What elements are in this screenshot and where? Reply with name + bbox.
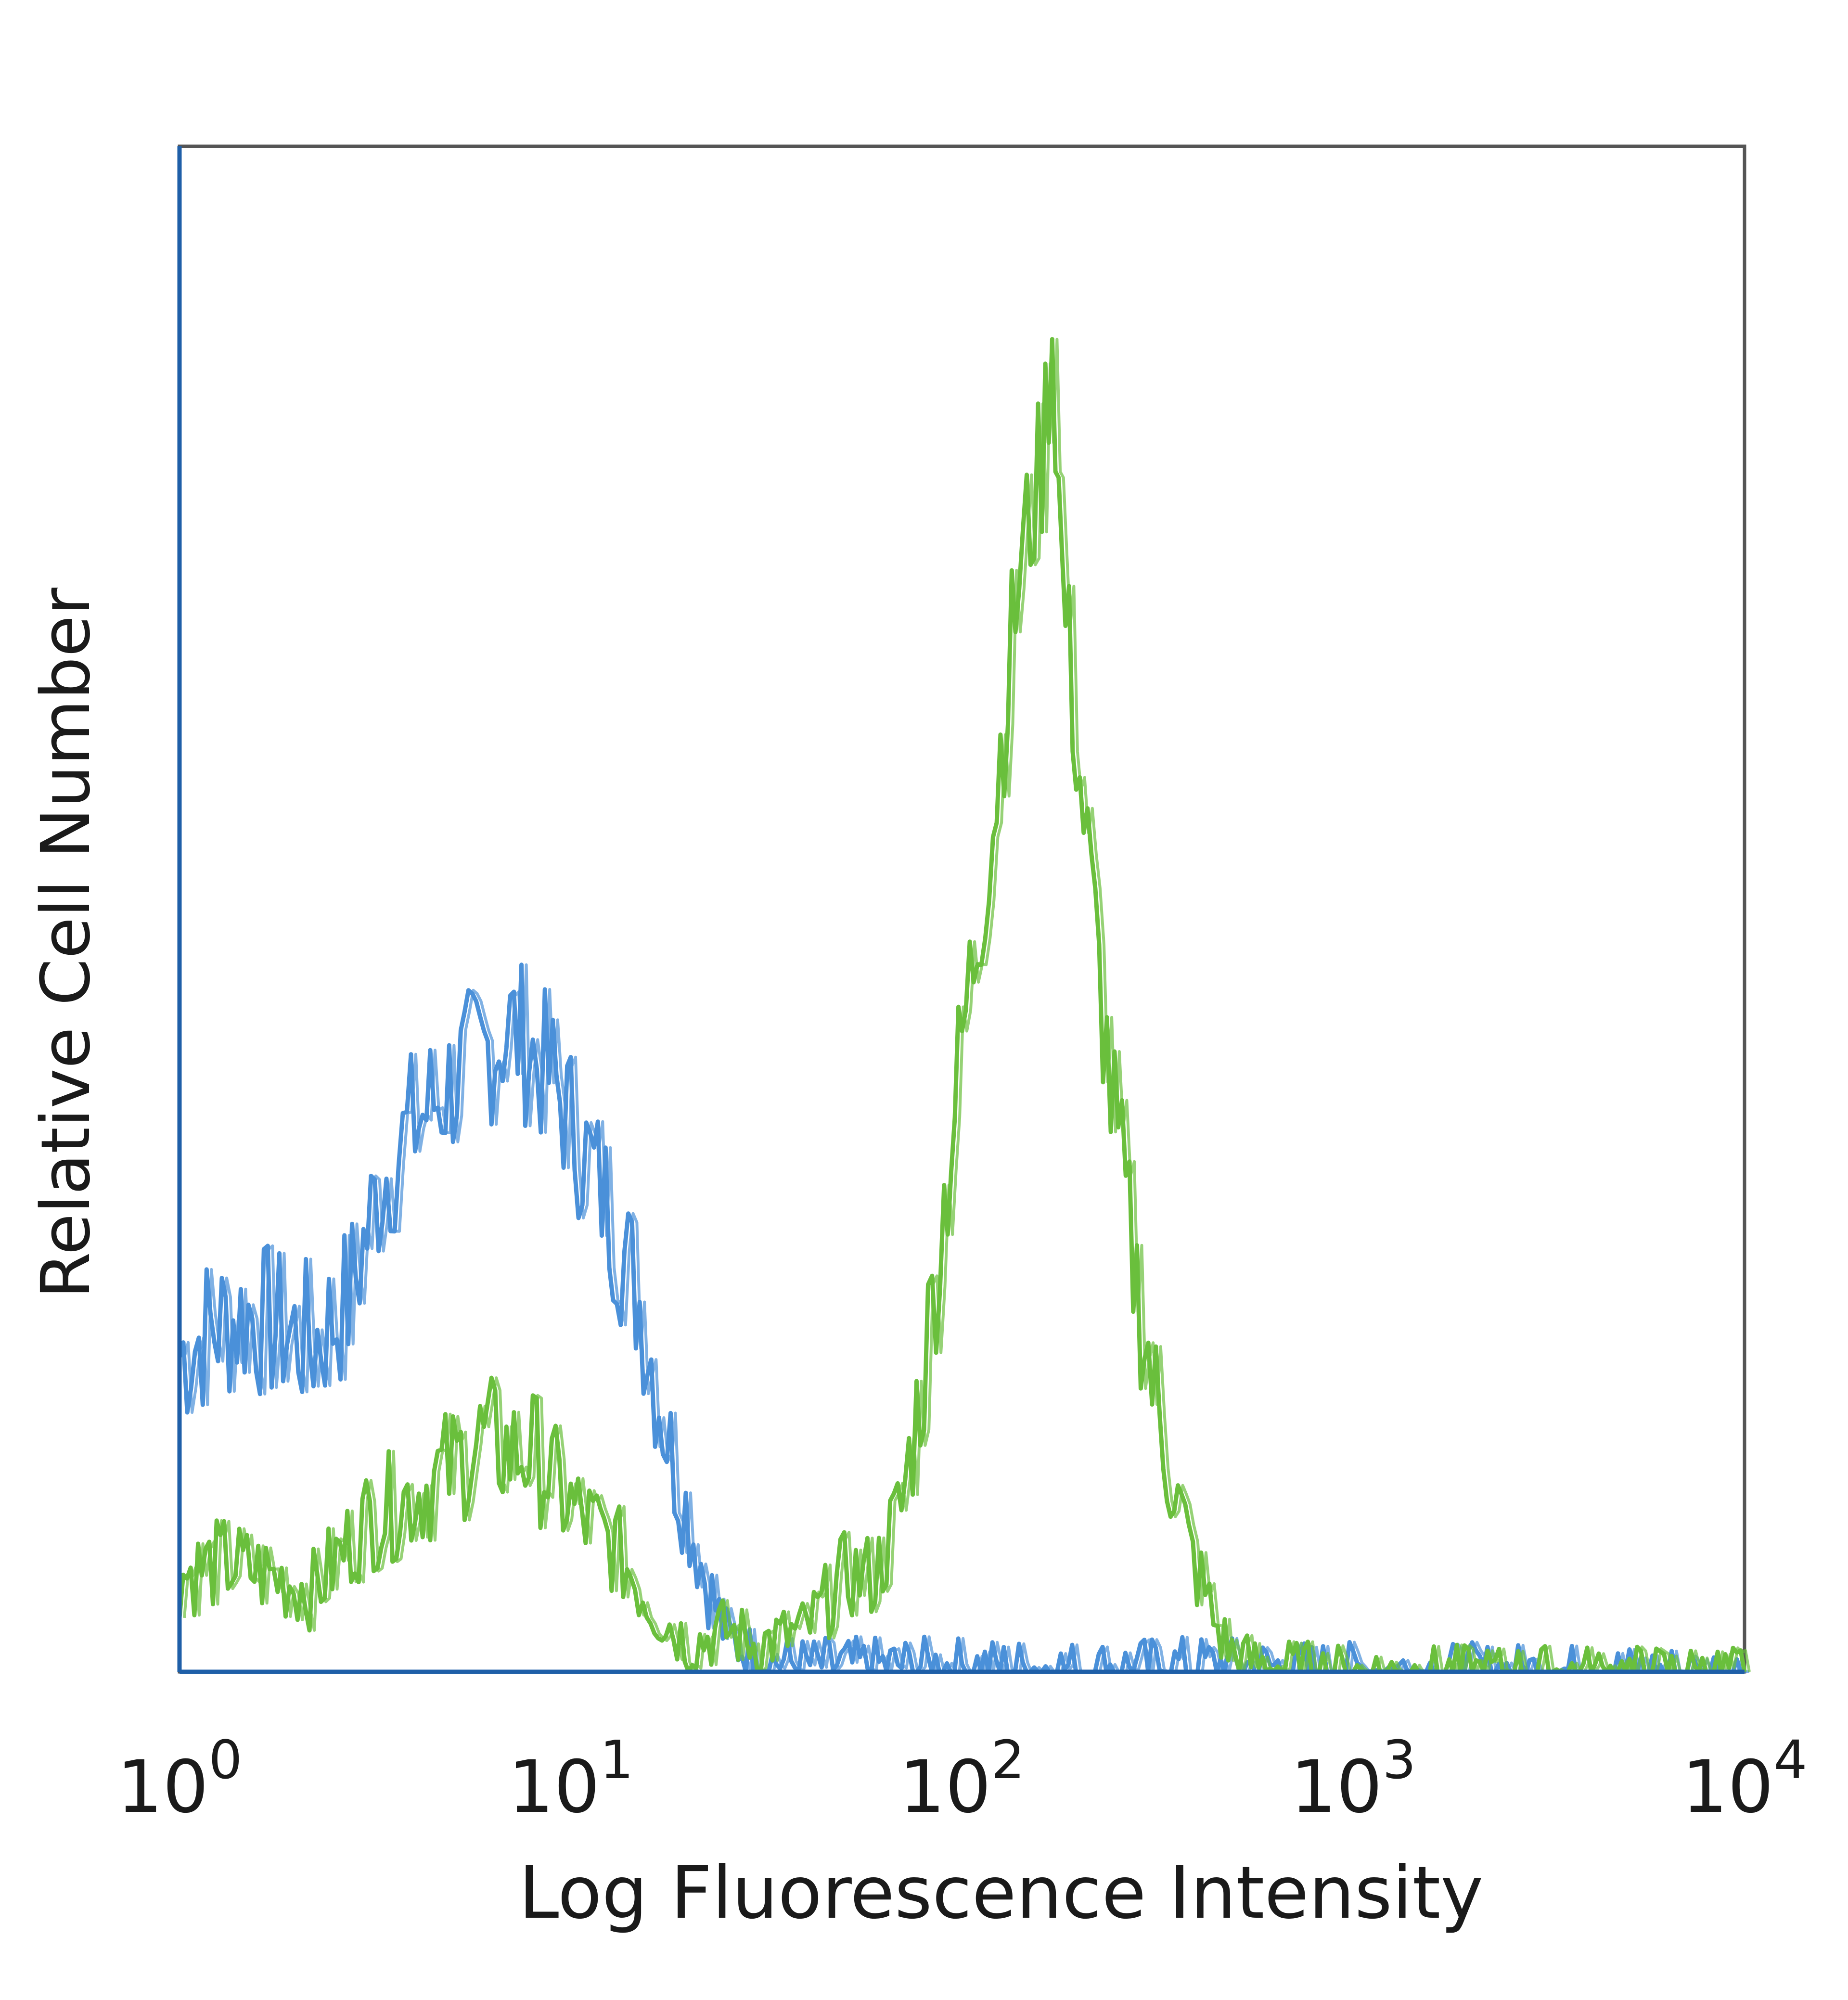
y-axis-title: Relative Cell Number — [27, 588, 105, 1299]
plot-frame — [178, 144, 1746, 1674]
series-layer — [177, 337, 1751, 1674]
series-2 — [177, 337, 1751, 1674]
x-tick-labels: 100 101 102 103 104 — [117, 1729, 1808, 1829]
x-tick-label-2: 102 — [899, 1729, 1025, 1829]
x-tick-label-0: 100 — [117, 1729, 243, 1829]
x-axis-title: Log Fluorescence Intensity — [519, 1851, 1483, 1935]
series-1-line — [177, 962, 1745, 1674]
x-tick-label-4: 104 — [1682, 1729, 1808, 1829]
series-2-line-shadow — [183, 337, 1751, 1673]
series-1-line-shadow — [183, 963, 1749, 1673]
x-tick-label-3: 103 — [1291, 1729, 1416, 1829]
series-2-line — [177, 337, 1747, 1674]
series-1 — [177, 962, 1749, 1674]
x-tick-label-1: 101 — [508, 1729, 634, 1829]
